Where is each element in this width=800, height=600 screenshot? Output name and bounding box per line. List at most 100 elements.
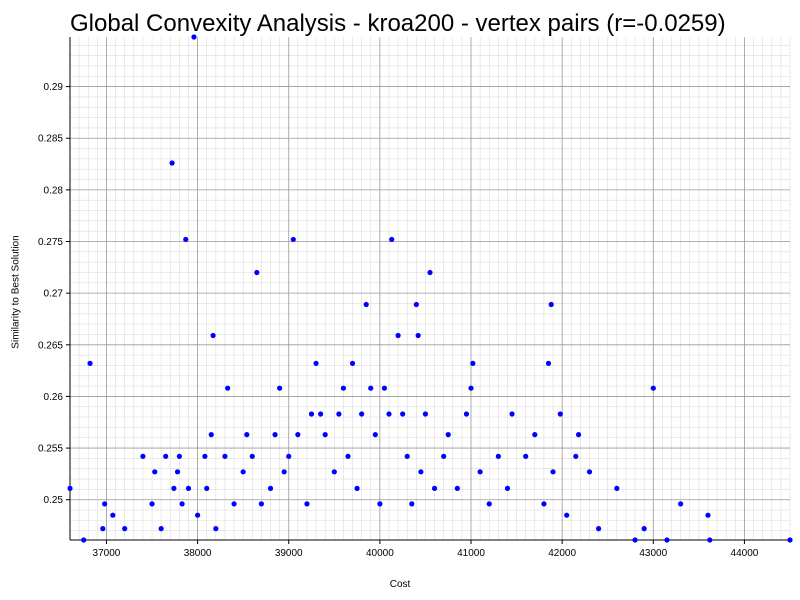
scatter-point — [354, 485, 360, 491]
scatter-point — [240, 469, 246, 475]
scatter-point — [368, 385, 374, 391]
scatter-point — [431, 485, 438, 491]
y-tick-label: 0.26 — [44, 392, 64, 403]
scatter-point — [231, 501, 237, 507]
scatter-point — [213, 526, 219, 532]
scatter-point — [359, 411, 365, 417]
x-axis-label: Cost — [389, 579, 411, 590]
scatter-point — [290, 236, 296, 243]
scatter-point — [564, 512, 570, 518]
scatter-point — [707, 537, 713, 543]
y-tick-label: 0.25 — [44, 495, 64, 506]
scatter-point — [477, 469, 483, 475]
scatter-point — [363, 301, 369, 308]
scatter-point — [102, 501, 108, 507]
x-tick-label: 39000 — [275, 548, 303, 559]
y-tick-label: 0.275 — [38, 237, 63, 248]
y-tick-label: 0.265 — [38, 340, 63, 351]
scatter-point — [313, 360, 319, 366]
y-tick-label: 0.27 — [44, 289, 64, 300]
x-tick-label: 41000 — [457, 548, 485, 559]
scatter-point — [152, 469, 158, 475]
grid-lines — [69, 37, 791, 540]
scatter-point — [705, 512, 711, 518]
scatter-point — [222, 453, 228, 459]
scatter-point — [322, 432, 328, 438]
scatter-point — [194, 512, 201, 518]
scatter-point — [664, 537, 670, 543]
scatter-point — [308, 411, 315, 417]
scatter-point — [557, 411, 563, 417]
scatter-point — [340, 385, 347, 391]
scatter-point — [395, 332, 401, 339]
scatter-point — [418, 469, 424, 475]
scatter-point — [277, 385, 283, 391]
scatter-point — [541, 501, 547, 507]
scatter-point — [210, 332, 216, 339]
scatter-point — [81, 537, 87, 543]
scatter-point — [445, 432, 451, 438]
y-tick-label: 0.29 — [44, 82, 64, 93]
scatter-point — [389, 236, 395, 243]
scatter-point — [454, 485, 460, 491]
scatter-point — [174, 469, 181, 475]
scatter-point — [495, 453, 501, 459]
scatter-point — [632, 537, 638, 543]
x-tick-label: 37000 — [93, 548, 121, 559]
x-tick-label: 44000 — [731, 548, 759, 559]
scatter-point — [409, 501, 415, 507]
scatter-point — [204, 485, 210, 491]
scatter-point — [614, 485, 620, 491]
scatter-point — [596, 526, 602, 532]
scatter-point — [158, 526, 164, 532]
data-points — [67, 34, 793, 543]
scatter-point — [140, 453, 146, 459]
scatter-point — [100, 526, 106, 532]
chart-title: Global Convexity Analysis - kroa200 - ve… — [70, 10, 726, 37]
scatter-point — [400, 411, 406, 417]
scatter-point — [415, 332, 421, 339]
scatter-point — [650, 385, 656, 391]
scatter-point — [225, 385, 231, 391]
scatter-point — [545, 360, 552, 366]
scatter-point — [272, 432, 278, 438]
x-tick-label: 38000 — [184, 548, 212, 559]
y-tick-label: 0.255 — [38, 444, 63, 455]
scatter-point — [468, 385, 474, 391]
scatter-point — [191, 34, 197, 40]
plot-frame — [66, 37, 790, 544]
scatter-point — [163, 453, 169, 459]
scatter-point — [267, 485, 274, 491]
x-tick-label: 42000 — [548, 548, 576, 559]
scatter-point — [171, 485, 177, 491]
scatter-point — [318, 411, 324, 417]
scatter-point — [331, 469, 337, 475]
scatter-point — [304, 501, 310, 507]
x-tick-label: 43000 — [639, 548, 667, 559]
scatter-point — [532, 432, 538, 438]
scatter-point — [441, 453, 447, 459]
scatter-point — [345, 453, 351, 459]
scatter-point — [281, 469, 287, 475]
scatter-point — [254, 269, 260, 276]
scatter-point — [183, 236, 189, 243]
scatter-point — [169, 160, 175, 166]
scatter-point — [787, 537, 793, 543]
scatter-point — [244, 432, 250, 438]
scatter-point — [67, 485, 73, 491]
tick-labels: 37000 38000 39000 40000 41000 42000 43000 44000… — [38, 82, 759, 559]
scatter-point — [122, 526, 128, 532]
scatter-point — [641, 526, 647, 532]
scatter-point — [185, 485, 192, 491]
scatter-point — [286, 453, 292, 459]
scatter-point — [575, 432, 582, 438]
scatter-point — [386, 411, 392, 417]
scatter-point — [295, 432, 301, 438]
scatter-point — [176, 453, 182, 459]
scatter-point — [404, 453, 410, 459]
scatter-point — [470, 360, 476, 366]
scatter-point — [573, 453, 579, 459]
scatter-point — [504, 485, 511, 491]
scatter-point — [463, 411, 470, 417]
x-tick-label: 40000 — [366, 548, 394, 559]
